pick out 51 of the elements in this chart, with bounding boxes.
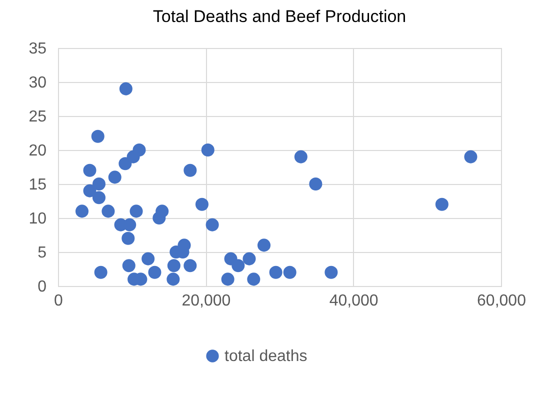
point	[130, 204, 143, 218]
point	[283, 266, 296, 279]
point	[294, 150, 308, 164]
y-tick-label: 25	[28, 108, 47, 126]
point	[148, 266, 162, 279]
point	[83, 164, 96, 177]
point	[108, 170, 122, 184]
point	[142, 252, 155, 266]
point	[309, 177, 322, 191]
x-tick-label: 20,000	[182, 292, 231, 310]
point	[92, 177, 106, 191]
y-tick-label: 35	[28, 40, 47, 58]
point	[118, 157, 132, 170]
point	[122, 232, 135, 245]
point	[94, 266, 108, 279]
point	[201, 143, 214, 157]
point	[91, 130, 104, 143]
point	[132, 143, 146, 157]
point	[242, 252, 256, 266]
point	[184, 259, 197, 272]
y-tick-label: 0	[38, 278, 47, 296]
point	[435, 198, 448, 211]
point	[156, 204, 169, 218]
x-tick-label: 0	[54, 292, 64, 310]
y-tick-label: 20	[28, 142, 47, 160]
point	[166, 272, 180, 286]
y-tick-label: 5	[38, 244, 47, 262]
x-tick-label: 40,000	[329, 292, 378, 310]
point	[247, 272, 260, 286]
point	[464, 150, 478, 164]
chart-title: Total Deaths and Beef Production	[152, 7, 406, 26]
y-tick-label: 15	[28, 176, 47, 194]
y-tick-label: 10	[28, 210, 47, 228]
point	[232, 259, 245, 272]
point	[92, 191, 106, 204]
point	[221, 272, 234, 286]
point	[184, 164, 197, 177]
point	[269, 266, 282, 279]
point	[206, 218, 219, 232]
point	[122, 259, 136, 272]
legend-label: total deaths	[224, 348, 308, 365]
point	[123, 218, 136, 232]
point	[119, 82, 132, 96]
y-tick-label: 30	[28, 74, 47, 92]
point	[195, 198, 208, 211]
point	[257, 238, 271, 252]
point	[75, 204, 89, 218]
point	[167, 259, 180, 272]
x-tick-label: 60,000	[477, 292, 526, 310]
point	[324, 266, 338, 279]
point	[102, 204, 115, 218]
